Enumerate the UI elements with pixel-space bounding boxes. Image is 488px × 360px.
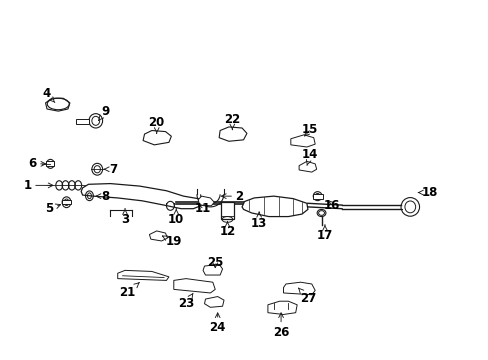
- Text: 18: 18: [418, 186, 437, 199]
- Polygon shape: [219, 127, 246, 141]
- Text: 1: 1: [23, 179, 53, 192]
- Polygon shape: [267, 301, 297, 315]
- Polygon shape: [312, 194, 322, 199]
- Text: 6: 6: [28, 157, 45, 170]
- Bar: [221, 202, 233, 220]
- Polygon shape: [45, 98, 70, 111]
- Text: 12: 12: [219, 221, 235, 238]
- Text: 13: 13: [250, 212, 267, 230]
- Polygon shape: [203, 264, 222, 275]
- Text: 2: 2: [221, 190, 243, 203]
- Polygon shape: [46, 161, 54, 166]
- Polygon shape: [81, 184, 203, 209]
- Polygon shape: [283, 282, 315, 295]
- Bar: [76, 120, 89, 125]
- Text: 5: 5: [45, 202, 61, 215]
- Text: 16: 16: [324, 199, 340, 212]
- Text: 26: 26: [272, 313, 289, 339]
- Polygon shape: [118, 270, 168, 280]
- Polygon shape: [242, 196, 307, 217]
- Polygon shape: [149, 231, 167, 241]
- Text: 11: 11: [195, 202, 211, 215]
- Polygon shape: [143, 131, 171, 145]
- Text: 24: 24: [209, 313, 225, 334]
- Polygon shape: [290, 135, 315, 147]
- Polygon shape: [61, 200, 71, 204]
- Text: 10: 10: [168, 209, 184, 226]
- Text: 14: 14: [302, 148, 318, 166]
- Text: 22: 22: [224, 113, 240, 130]
- Text: 20: 20: [148, 116, 164, 133]
- Text: 7: 7: [104, 163, 117, 176]
- Text: 27: 27: [298, 288, 315, 305]
- Text: 21: 21: [119, 283, 139, 300]
- Polygon shape: [299, 161, 316, 172]
- Polygon shape: [173, 279, 215, 293]
- Text: 19: 19: [162, 235, 182, 248]
- Text: 15: 15: [302, 123, 318, 136]
- Text: 8: 8: [96, 190, 109, 203]
- Polygon shape: [204, 297, 224, 307]
- Text: 9: 9: [99, 105, 109, 120]
- Text: 25: 25: [206, 256, 223, 269]
- Text: 3: 3: [121, 209, 129, 226]
- Text: 23: 23: [178, 293, 194, 310]
- Text: 4: 4: [43, 87, 55, 103]
- Text: 17: 17: [316, 225, 332, 242]
- Polygon shape: [198, 196, 214, 206]
